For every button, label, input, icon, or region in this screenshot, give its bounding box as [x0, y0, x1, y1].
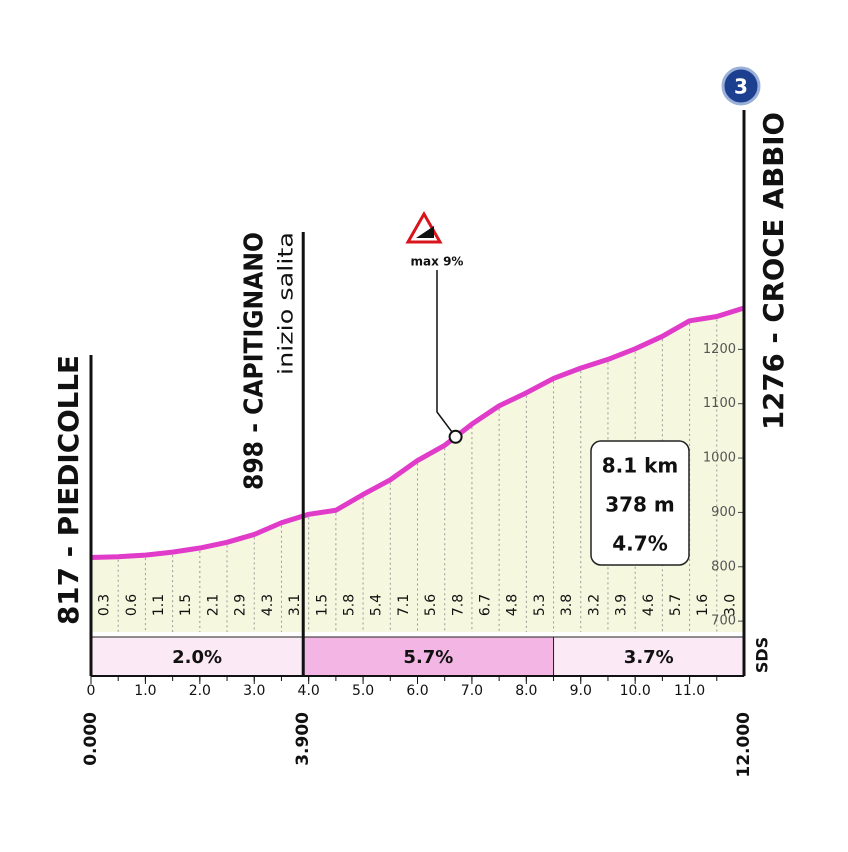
gradient-label: 5.3	[532, 594, 548, 616]
section-label: 3.7%	[624, 647, 674, 668]
x-tick-label: 7.0	[461, 683, 483, 699]
gradient-label: 7.1	[396, 594, 412, 616]
gradient-label: 2.1	[205, 594, 221, 616]
logo: SDS	[753, 637, 772, 673]
section-label: 5.7%	[403, 647, 453, 668]
max-gradient-pointer	[436, 270, 457, 438]
section-label: 2.0%	[172, 647, 222, 668]
km-marker: 3.900	[293, 712, 313, 766]
gradient-label: 7.8	[450, 594, 466, 616]
max-gradient-point	[448, 429, 463, 444]
place-label: 1276 - CROCE ABBIO	[757, 112, 790, 430]
x-tick-label: 5.0	[352, 683, 374, 699]
summary-distance: 8.1 km	[602, 454, 679, 478]
x-tick-label: 8.0	[515, 683, 537, 699]
section-bar	[302, 636, 555, 677]
x-tick-label: 0	[87, 683, 96, 699]
gradient-label: 6.7	[478, 594, 494, 616]
y-tick-label: 1200	[703, 342, 736, 357]
km-marker: 0.000	[81, 712, 101, 766]
gradient-label: 1.5	[178, 594, 194, 616]
y-tick-label: 1100	[703, 396, 736, 411]
gradient-label: 3.8	[559, 594, 575, 616]
gradient-label: 0.6	[124, 594, 140, 616]
max-gradient-label: max 9%	[411, 255, 464, 269]
x-tick-label: 1.0	[134, 683, 156, 699]
y-tick-label: 900	[711, 505, 736, 520]
y-tick-label: 800	[711, 559, 736, 574]
badge: 3	[734, 75, 748, 99]
summary-gain: 378 m	[605, 493, 675, 517]
summary-gradient: 4.7%	[612, 532, 667, 556]
x-tick-label: 9.0	[570, 683, 592, 699]
y-tick-label: 700	[711, 614, 736, 629]
y-tick-label: 1000	[703, 451, 736, 466]
gradient-label: 4.8	[505, 594, 521, 616]
gradient-label: 1.5	[314, 594, 330, 616]
gradient-label: 3.2	[586, 594, 602, 616]
place-label: 898 - CAPITIGNANO	[240, 232, 270, 490]
gradient-label: 3.0	[722, 594, 738, 616]
gradient-label: 5.7	[668, 594, 684, 616]
gradient-label: 4.3	[260, 594, 276, 616]
gradient-label: 0.3	[97, 594, 113, 616]
gradient-label: 1.1	[151, 594, 167, 616]
x-tick-label: 11.0	[674, 683, 705, 699]
gradient-label: 1.6	[695, 594, 711, 616]
badge-circle	[721, 66, 761, 106]
gradient-label: 2.9	[233, 594, 249, 616]
gradient-label: 5.4	[369, 594, 385, 616]
x-tick-label: 6.0	[406, 683, 428, 699]
gradient-label: 5.8	[341, 594, 357, 616]
gradient-label: 3.1	[287, 594, 303, 616]
summary-box	[590, 440, 690, 566]
gradient-label: 4.6	[641, 594, 657, 616]
place-label: 817 - PIEDICOLLE	[52, 355, 85, 625]
place-sublabel: inizio salita	[274, 232, 298, 375]
x-tick-label: 10.0	[620, 683, 651, 699]
gradient-label: 3.9	[614, 594, 630, 616]
profile-line	[90, 305, 745, 561]
section-bar	[90, 636, 304, 677]
x-tick-label: 3.0	[243, 683, 265, 699]
x-tick-label: 2.0	[189, 683, 211, 699]
warning-slope	[416, 226, 434, 238]
km-marker: 12.000	[734, 712, 754, 778]
x-tick-label: 4.0	[298, 683, 320, 699]
gradient-label: 5.6	[423, 594, 439, 616]
